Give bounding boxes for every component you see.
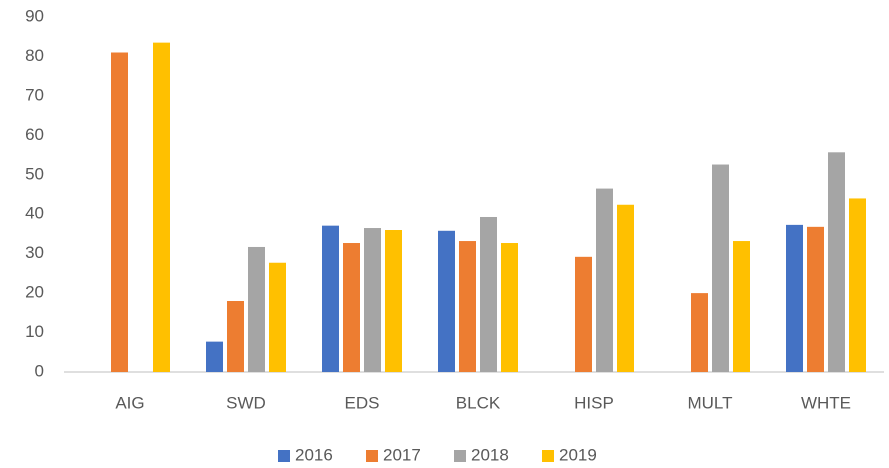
y-tick-label: 20 <box>25 283 44 302</box>
y-tick-label: 50 <box>25 164 44 183</box>
y-tick-label: 10 <box>25 322 44 341</box>
legend-label: 2019 <box>559 445 597 464</box>
x-tick-label: HISP <box>574 393 614 412</box>
bar <box>712 164 729 372</box>
legend-label: 2016 <box>295 445 333 464</box>
legend-swatch <box>366 450 378 462</box>
bar <box>596 188 613 372</box>
y-tick-label: 30 <box>25 243 44 262</box>
bar <box>459 241 476 372</box>
bar <box>786 224 803 372</box>
bar <box>153 42 170 373</box>
legend-swatch <box>278 450 290 462</box>
bar <box>575 256 592 372</box>
bar <box>438 230 455 372</box>
x-tick-label: SWD <box>226 393 266 412</box>
bar <box>691 293 708 372</box>
bar <box>248 246 265 372</box>
bar <box>269 262 286 372</box>
bar <box>343 243 360 372</box>
y-tick-label: 0 <box>35 361 44 380</box>
x-tick-label: MULT <box>687 393 732 412</box>
bar <box>807 226 824 372</box>
bar <box>501 243 518 372</box>
legend-swatch <box>542 450 554 462</box>
bar <box>385 230 402 372</box>
legend-label: 2017 <box>383 445 421 464</box>
x-tick-label: WHTE <box>801 393 851 412</box>
x-tick-label: BLCK <box>456 393 501 412</box>
y-tick-label: 60 <box>25 125 44 144</box>
bar <box>206 341 223 372</box>
bar <box>322 225 339 372</box>
bar <box>111 52 128 372</box>
y-tick-label: 40 <box>25 204 44 223</box>
x-tick-label: AIG <box>115 393 144 412</box>
bar <box>849 198 866 372</box>
x-tick-label: EDS <box>345 393 380 412</box>
y-tick-label: 80 <box>25 46 44 65</box>
legend-swatch <box>454 450 466 462</box>
y-tick-label: 70 <box>25 85 44 104</box>
bar <box>828 152 845 372</box>
bar <box>617 204 634 372</box>
legend-label: 2018 <box>471 445 509 464</box>
bar <box>227 301 244 372</box>
bar <box>364 228 381 372</box>
y-tick-label: 90 <box>25 6 44 25</box>
bar <box>480 216 497 372</box>
bar <box>733 241 750 372</box>
